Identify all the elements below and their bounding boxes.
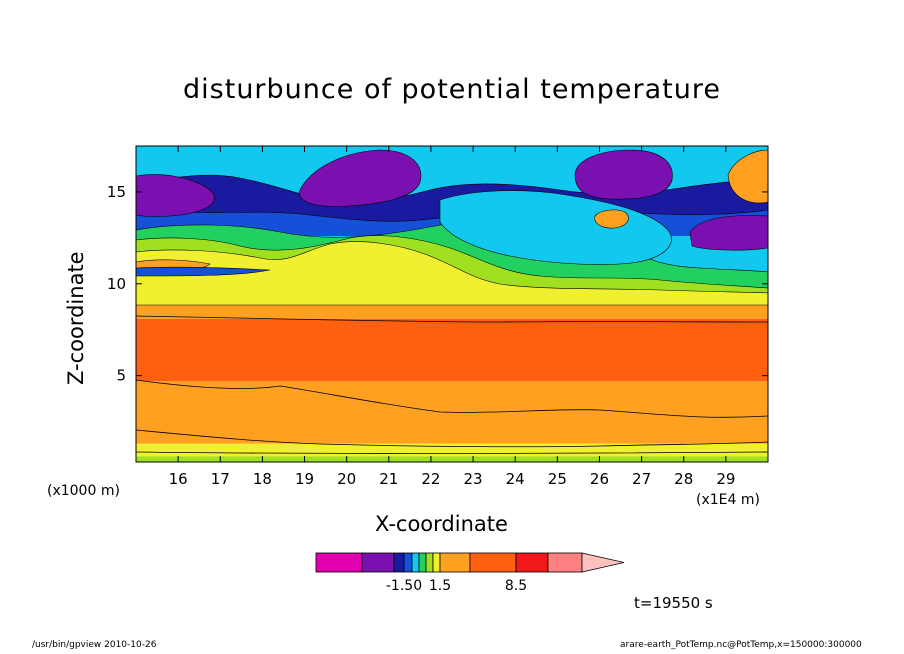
axes: 16 17 18 19 20 21 22 23 24 25 26 27 28 29 5 10 15	[107, 145, 769, 488]
plot-frame	[135, 145, 769, 463]
x-tick-label: 16	[169, 470, 188, 488]
footer-left: /usr/bin/gpview 2010-10-26	[32, 640, 157, 650]
contour-line-3	[136, 451, 768, 454]
yellow-layer	[136, 241, 768, 306]
contour-line-1	[136, 379, 768, 418]
x-tick-label: 22	[421, 470, 440, 488]
x-tick-label: 24	[506, 470, 525, 488]
contour-line-0	[136, 315, 768, 323]
x-tick-label: 28	[674, 470, 693, 488]
x-tick-label: 26	[590, 470, 609, 488]
y-tick-label: 5	[116, 367, 126, 385]
blue-streak	[136, 266, 271, 277]
colorbar-cell	[393, 552, 405, 573]
plot-area	[136, 146, 768, 462]
colorbar-cell	[515, 552, 549, 573]
x-axis-label: X-coordinate	[375, 512, 508, 536]
colorbar-tick-label: -1.50	[386, 578, 422, 594]
colorbar-cell	[439, 552, 471, 573]
colorbar-cell	[547, 552, 583, 573]
orange-cell-top-right	[727, 149, 768, 204]
y-tick-label: 15	[107, 183, 126, 201]
x-tick-label: 29	[716, 470, 735, 488]
band-1	[136, 443, 768, 457]
x-scale-note: (x1E4 m)	[696, 492, 760, 508]
colorbar-tick-label: 1.5	[429, 578, 451, 594]
colorbar-cell	[361, 552, 395, 573]
purple-cell-right	[574, 149, 673, 200]
purple-cell-mid	[299, 149, 422, 207]
x-tick-label: 17	[211, 470, 230, 488]
colorbar-cell	[411, 552, 420, 573]
colorbar-cell	[469, 552, 517, 573]
chart-title: disturbunce of potential temperature	[183, 74, 721, 105]
contour-line-2	[136, 429, 768, 448]
colorbar-cell	[418, 552, 427, 573]
x-unit-note: (x1000 m)	[47, 483, 120, 499]
colorbar-tick-label: 8.5	[505, 578, 527, 594]
colorbar: -1.50 1.5 8.5	[315, 552, 625, 594]
cyan-cell	[439, 190, 672, 265]
footer-right: arare-earth_PotTemp.nc@PotTemp,x=150000:…	[620, 640, 862, 650]
colorbar-cell	[432, 552, 441, 573]
orange-dot	[594, 209, 629, 229]
x-tick-label: 20	[337, 470, 356, 488]
band-3	[136, 318, 768, 382]
colorbar-cell	[425, 552, 434, 573]
x-tick-label: 27	[632, 470, 651, 488]
colorbar-cell	[403, 552, 413, 573]
x-tick-label: 19	[295, 470, 314, 488]
colorbar-cell	[315, 552, 363, 573]
purple-cell-edge	[689, 215, 768, 251]
time-label: t=19550 s	[634, 594, 713, 612]
purple-cell-left	[136, 174, 215, 217]
y-tick-label: 10	[107, 275, 126, 293]
x-tick-label: 23	[464, 470, 483, 488]
band-0	[136, 456, 768, 462]
x-tick-label: 21	[379, 470, 398, 488]
x-tick-label: 18	[253, 470, 272, 488]
x-tick-label: 25	[548, 470, 567, 488]
colorbar-extend-arrow	[581, 552, 625, 573]
